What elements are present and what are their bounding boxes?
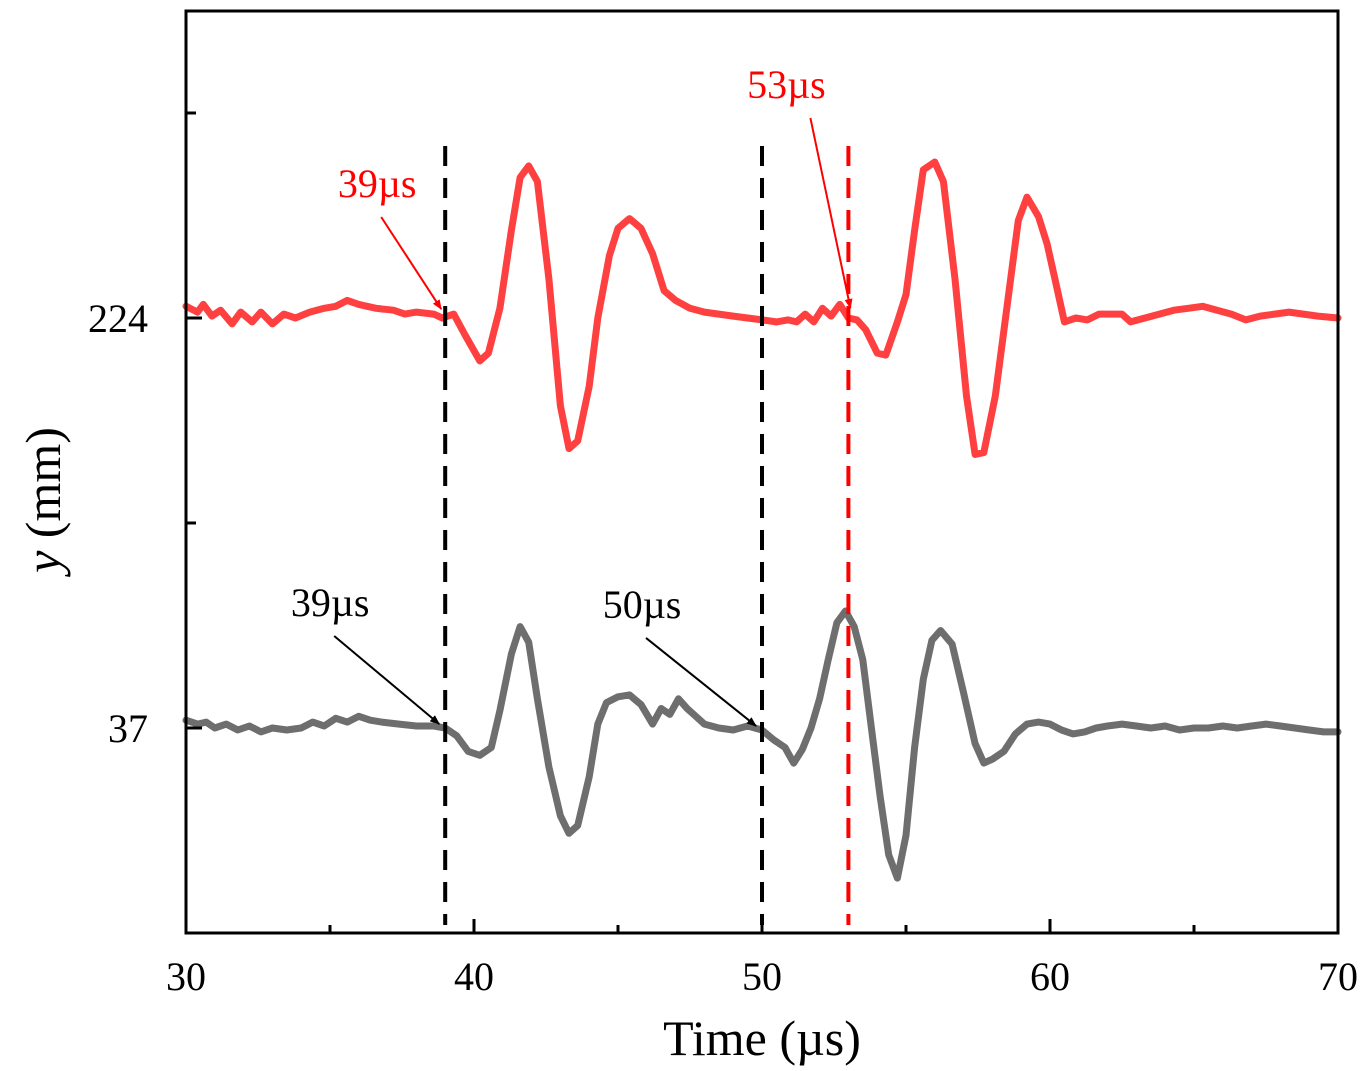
- annotation-label: 50µs: [603, 582, 682, 627]
- x-axis-title: Time (µs): [663, 1010, 861, 1066]
- annotation-label: 39µs: [291, 580, 370, 625]
- axis-ticks: 30 40 50 60 70 224 37: [88, 111, 1358, 999]
- y-axis-title-unit: (mm): [15, 427, 71, 551]
- series-line-37: [182, 607, 1342, 882]
- y-tick-label: 224: [88, 296, 148, 341]
- annotations: 39µs 53µs 39µs 50µs: [291, 62, 853, 727]
- annotation-arrow: [333, 635, 440, 725]
- x-tick-label: 60: [1030, 954, 1070, 999]
- x-tick-label: 70: [1318, 954, 1358, 999]
- y-axis-title: y (mm): [15, 427, 71, 578]
- y-axis-title-variable: y: [15, 550, 71, 578]
- annotation-label: 53µs: [747, 62, 826, 107]
- annotation-arrow: [809, 117, 853, 309]
- annotation-arrow: [380, 216, 443, 310]
- x-tick-label: 50: [742, 954, 782, 999]
- annotation-label: 39µs: [338, 161, 417, 206]
- annotation-arrow: [645, 637, 757, 727]
- series-line-224: [182, 158, 1342, 458]
- reference-lines: [443, 146, 851, 925]
- x-tick-label: 30: [166, 954, 206, 999]
- x-tick-label: 40: [454, 954, 494, 999]
- y-tick-label: 37: [108, 706, 148, 751]
